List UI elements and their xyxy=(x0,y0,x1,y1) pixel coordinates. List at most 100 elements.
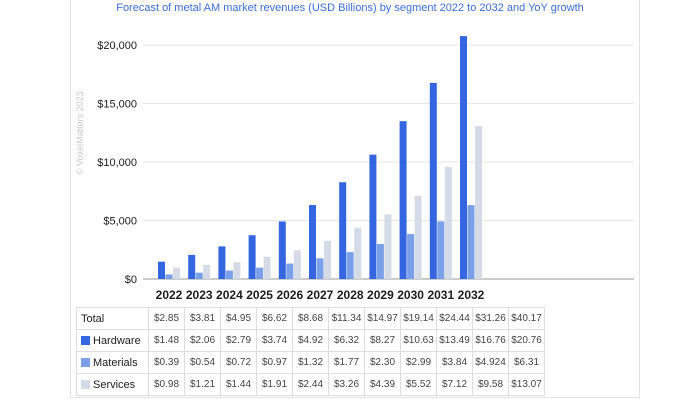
table-cell: $1.48 xyxy=(148,329,185,352)
row-label: Materials xyxy=(76,351,149,374)
table-cell: $5.52 xyxy=(400,373,437,396)
legend-swatch xyxy=(81,379,90,389)
chart-title: Forecast of metal AM market revenues (US… xyxy=(116,2,584,14)
table-row: Materials $0.39 $0.54 $0.72 $0.97 $1.32 $1.77 $… xyxy=(76,351,545,374)
legend-swatch xyxy=(81,357,90,367)
bar-materials xyxy=(286,263,294,279)
bar-hardware xyxy=(218,246,226,279)
table-cell: $1.44 xyxy=(220,373,257,396)
table-cell: $3.81 xyxy=(184,307,221,330)
bar-hardware xyxy=(429,82,437,280)
table-cell: $8.27 xyxy=(364,329,401,352)
bar-services xyxy=(293,250,301,279)
bar-materials xyxy=(346,252,354,279)
bar-hardware xyxy=(369,154,377,279)
bar-materials xyxy=(467,205,475,279)
table-cell: $0.54 xyxy=(184,351,221,374)
y-tick-label: $5,000 xyxy=(103,216,137,228)
x-tick-label: 2026 xyxy=(276,288,303,300)
table-cell: $11.34 xyxy=(328,307,365,330)
y-tick-label: $0 xyxy=(125,274,137,286)
bar-services xyxy=(444,166,452,279)
bar-hardware xyxy=(278,221,286,279)
table-cell: $10.63 xyxy=(400,329,437,352)
table-cell: $31.26 xyxy=(472,307,509,330)
x-tick-label: 2027 xyxy=(307,288,334,300)
bar-materials xyxy=(256,267,264,279)
x-tick-label: 2025 xyxy=(246,288,273,300)
row-label: Total xyxy=(76,307,149,330)
bar-services xyxy=(354,227,362,279)
bar-services xyxy=(324,240,331,279)
table-cell: $9.58 xyxy=(472,373,509,396)
bar-services xyxy=(263,256,271,279)
row-label: Hardware xyxy=(76,329,149,352)
bar-services xyxy=(173,267,180,279)
bar-hardware xyxy=(339,182,347,279)
table-cell: $3.74 xyxy=(256,329,293,352)
x-tick-label: 2022 xyxy=(156,288,183,300)
table-row: Hardware $1.48 $2.06 $2.79 $3.74 $4.92 $6.32 $8… xyxy=(76,329,545,352)
bar-hardware xyxy=(158,261,165,279)
x-tick-label: 2023 xyxy=(186,288,213,300)
table-cell: $6.62 xyxy=(256,307,293,330)
x-tick-label: 2032 xyxy=(458,288,485,300)
table-cell: $8.68 xyxy=(292,307,329,330)
table-cell: $0.39 xyxy=(148,351,185,374)
row-label-text: Total xyxy=(81,312,105,325)
table-cell: $2.85 xyxy=(148,307,185,330)
x-tick-label: 2030 xyxy=(397,288,424,300)
row-label-text: Hardware xyxy=(93,334,141,347)
bar-hardware xyxy=(460,36,467,279)
table-cell: $2.79 xyxy=(220,329,257,352)
table-cell: $4.39 xyxy=(364,373,401,396)
table-row: Total $2.85 $3.81 $4.95 $6.62 $8.68 $11.34 $14.… xyxy=(76,307,545,330)
table-cell: $3.84 xyxy=(436,351,473,374)
table-cell: $1.32 xyxy=(292,351,329,374)
y-tick-label: $15,000 xyxy=(97,99,137,111)
x-tick-label: 2031 xyxy=(427,288,454,300)
y-tick-label: $20,000 xyxy=(97,40,137,52)
bar-materials xyxy=(437,221,445,279)
bar-services xyxy=(233,262,241,279)
table-cell: $2.44 xyxy=(292,373,329,396)
table-cell: $4.92 xyxy=(292,329,329,352)
bar-materials xyxy=(376,244,384,279)
bar-services xyxy=(475,126,482,280)
table-cell: $13.07 xyxy=(508,373,545,396)
table-cell: $2.99 xyxy=(400,351,437,374)
table-cell: $20.76 xyxy=(508,329,545,352)
bar-materials xyxy=(195,272,203,279)
x-tick-label: 2024 xyxy=(216,288,243,300)
table-cell: $0.97 xyxy=(256,351,293,374)
table-cell: $7.12 xyxy=(436,373,473,396)
chart-frame xyxy=(70,0,640,398)
table-cell: $6.32 xyxy=(328,329,365,352)
table-cell: $6.31 xyxy=(508,351,545,374)
table-cell: $1.77 xyxy=(328,351,365,374)
x-tick-label: 2028 xyxy=(337,288,364,300)
bar-hardware xyxy=(309,205,316,279)
bar-services xyxy=(384,214,392,279)
table-row: Services $0.98 $1.21 $1.44 $1.91 $2.44 $3.26 $4… xyxy=(76,373,545,396)
bar-hardware xyxy=(399,121,407,280)
bar-materials xyxy=(316,258,324,279)
bar-materials xyxy=(225,270,233,279)
row-label-text: Materials xyxy=(93,356,138,369)
table-cell: $2.30 xyxy=(364,351,401,374)
x-tick-label: 2029 xyxy=(367,288,394,300)
table-cell: $1.91 xyxy=(256,373,293,396)
row-label: Services xyxy=(76,373,149,396)
bar-materials xyxy=(165,274,173,279)
row-label-text: Services xyxy=(93,378,136,391)
bar-hardware xyxy=(188,254,196,279)
table-cell: $24.44 xyxy=(436,307,473,330)
table-cell: $14.97 xyxy=(364,307,401,330)
table-cell: $4.95 xyxy=(220,307,257,330)
table-cell: $2.06 xyxy=(184,329,221,352)
table-cell: $40.17 xyxy=(508,307,545,330)
table-cell: $4.924 xyxy=(472,351,509,374)
bar-services xyxy=(203,264,211,279)
bar-materials xyxy=(407,234,415,279)
